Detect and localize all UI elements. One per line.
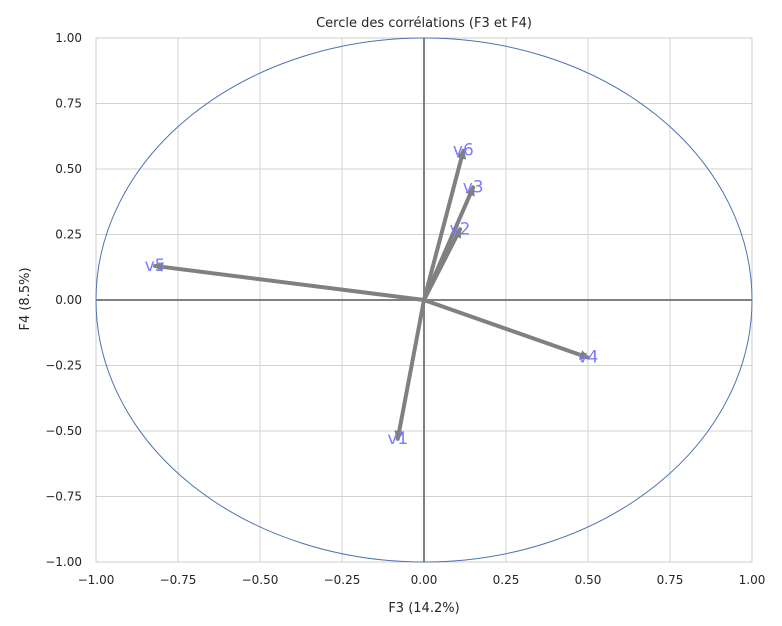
arrow-v4	[422, 298, 590, 360]
x-tick-label: 0.25	[493, 573, 520, 587]
y-tick-label: 1.00	[55, 31, 82, 45]
y-tick-label: −1.00	[45, 555, 82, 569]
x-tick-label: 0.00	[411, 573, 438, 587]
y-tick-label: −0.75	[45, 490, 82, 504]
arrow-v6	[422, 148, 467, 302]
label-v3: v3	[463, 177, 484, 197]
x-tick-label: −0.50	[242, 573, 279, 587]
y-tick-label: −0.50	[45, 424, 82, 438]
label-v2: v2	[450, 219, 471, 239]
x-tick-label: −1.00	[78, 573, 115, 587]
y-tick-label: 0.25	[55, 228, 82, 242]
arrow-v3	[422, 185, 476, 302]
y-tick-labels: 1.00 0.75 0.50 0.25 0.00 −0.25 −0.50 −0.75 −1.00	[45, 31, 82, 569]
chart-title: Cercle des corrélations (F3 et F4)	[316, 16, 532, 31]
x-tick-label: −0.25	[324, 573, 361, 587]
variable-labels: v1 v2 v3 v4 v5 v6	[145, 141, 599, 449]
arrow-v5	[153, 261, 426, 302]
label-v5: v5	[145, 256, 166, 276]
y-axis-label: F4 (8.5%)	[18, 267, 33, 330]
arrow-v1	[394, 298, 426, 441]
y-tick-label: 0.00	[55, 293, 82, 307]
variable-arrows	[153, 148, 590, 441]
label-v4: v4	[578, 348, 599, 368]
label-v6: v6	[453, 141, 474, 161]
unit-circle	[95, 37, 753, 563]
x-tick-labels: −1.00 −0.75 −0.50 −0.25 0.00 0.25 0.50 0.75 1.00	[78, 573, 766, 587]
y-tick-label: 0.50	[55, 162, 82, 176]
y-tick-label: −0.25	[45, 359, 82, 373]
x-tick-label: 1.00	[739, 573, 766, 587]
x-tick-label: 0.75	[657, 573, 684, 587]
x-axis-label: F3 (14.2%)	[388, 601, 459, 616]
x-tick-label: −0.75	[160, 573, 197, 587]
x-tick-label: 0.50	[575, 573, 602, 587]
y-tick-label: 0.75	[55, 97, 82, 111]
label-v1: v1	[387, 429, 408, 449]
